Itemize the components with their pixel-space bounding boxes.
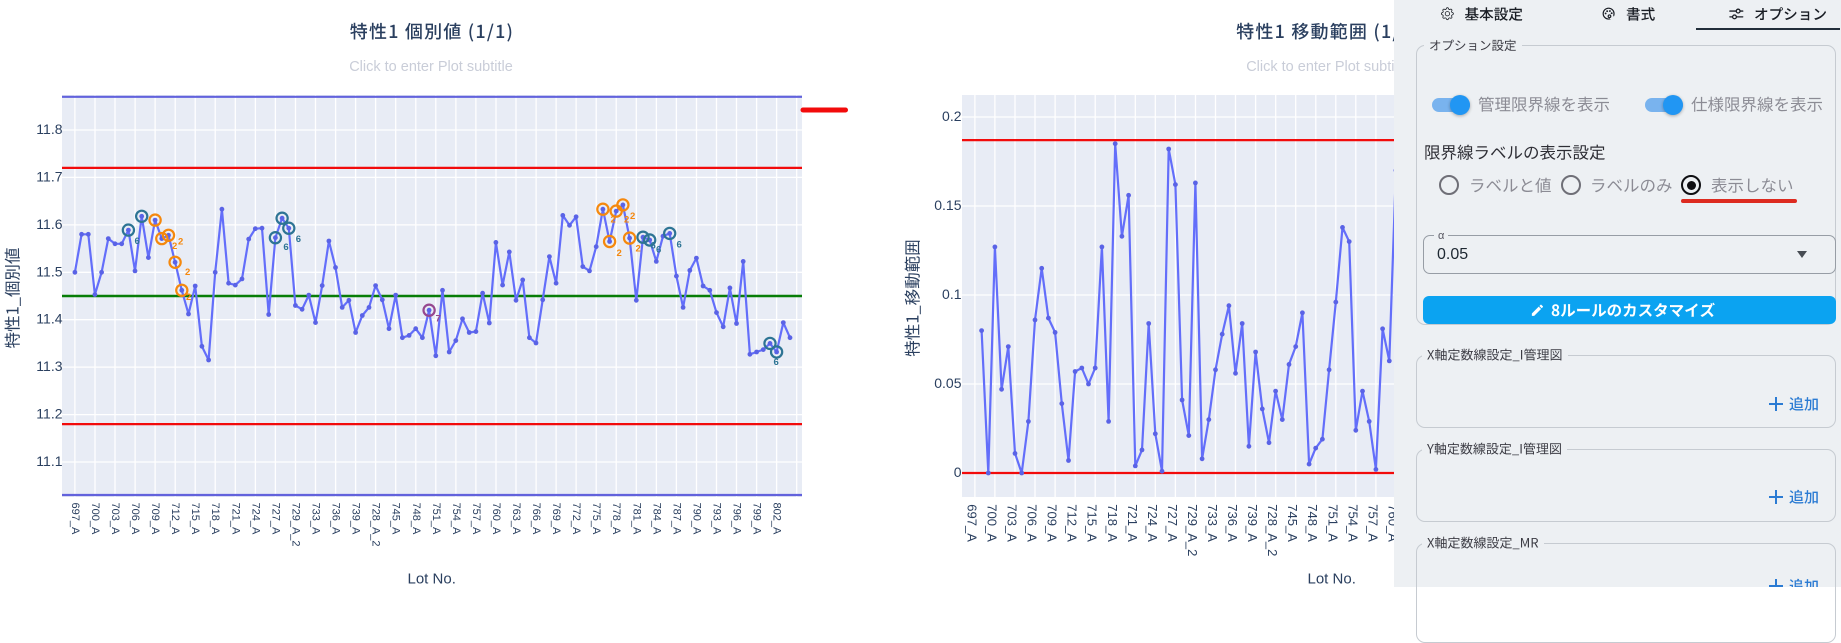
svg-text:748_A: 748_A bbox=[410, 503, 422, 535]
svg-text:727_A: 727_A bbox=[269, 503, 281, 535]
svg-text:739_A: 739_A bbox=[1245, 504, 1260, 542]
svg-text:6: 6 bbox=[651, 241, 656, 252]
svg-text:778_A: 778_A bbox=[610, 503, 622, 535]
svg-text:796_A: 796_A bbox=[731, 503, 743, 535]
svg-text:Click to enter Plot subtitle: Click to enter Plot subtitle bbox=[349, 59, 513, 75]
svg-text:757_A: 757_A bbox=[470, 503, 482, 535]
svg-text:6: 6 bbox=[283, 242, 288, 253]
svg-text:728_A_2: 728_A_2 bbox=[370, 503, 382, 547]
svg-text:Click to enter Plot subtitle: Click to enter Plot subtitle bbox=[1246, 59, 1410, 75]
svg-text:0.15: 0.15 bbox=[934, 197, 961, 213]
svg-text:6: 6 bbox=[296, 234, 301, 245]
svg-text:729_A_2: 729_A_2 bbox=[1185, 504, 1200, 556]
svg-text:728_A_2: 728_A_2 bbox=[1265, 504, 1280, 556]
svg-text:766_A: 766_A bbox=[530, 503, 542, 535]
svg-text:0.05: 0.05 bbox=[934, 375, 961, 391]
svg-text:748_A: 748_A bbox=[1305, 504, 1320, 542]
svg-text:706_A: 706_A bbox=[129, 503, 141, 535]
svg-text:6: 6 bbox=[677, 240, 682, 251]
svg-text:781_A: 781_A bbox=[630, 503, 642, 535]
svg-text:733_A: 733_A bbox=[310, 503, 322, 535]
svg-text:2: 2 bbox=[185, 267, 190, 278]
svg-text:2: 2 bbox=[636, 244, 641, 255]
svg-text:709_A: 709_A bbox=[149, 503, 161, 535]
svg-text:0: 0 bbox=[954, 464, 962, 480]
svg-text:745_A: 745_A bbox=[390, 503, 402, 535]
svg-text:721_A: 721_A bbox=[1125, 504, 1140, 542]
svg-text:790_A: 790_A bbox=[691, 503, 703, 535]
svg-text:739_A: 739_A bbox=[350, 503, 362, 535]
svg-text:11.4: 11.4 bbox=[36, 311, 62, 327]
svg-text:11.7: 11.7 bbox=[36, 168, 62, 184]
svg-text:763_A: 763_A bbox=[510, 503, 522, 535]
svg-text:733_A: 733_A bbox=[1205, 504, 1220, 542]
svg-text:Lot No.: Lot No. bbox=[1308, 571, 1356, 588]
svg-text:706_A: 706_A bbox=[1025, 504, 1040, 542]
svg-text:727_A: 727_A bbox=[1165, 504, 1180, 542]
svg-text:736_A: 736_A bbox=[330, 503, 342, 535]
svg-text:751_A: 751_A bbox=[430, 503, 442, 535]
svg-text:2: 2 bbox=[172, 241, 177, 252]
svg-text:11.1: 11.1 bbox=[36, 453, 62, 469]
svg-text:2: 2 bbox=[186, 292, 191, 303]
svg-text:0.1: 0.1 bbox=[942, 286, 962, 302]
svg-text:6: 6 bbox=[135, 236, 140, 247]
svg-text:6: 6 bbox=[774, 357, 779, 368]
svg-text:2: 2 bbox=[617, 248, 622, 259]
svg-text:760_A: 760_A bbox=[490, 503, 502, 535]
svg-text:724_A: 724_A bbox=[249, 503, 261, 535]
svg-text:754_A: 754_A bbox=[1345, 504, 1360, 542]
svg-text:703_A: 703_A bbox=[109, 503, 121, 535]
svg-text:724_A: 724_A bbox=[1145, 504, 1160, 542]
svg-text:751_A: 751_A bbox=[1325, 504, 1340, 542]
svg-text:2: 2 bbox=[630, 211, 635, 222]
svg-text:802_A: 802_A bbox=[771, 503, 783, 535]
svg-text:715_A: 715_A bbox=[1085, 504, 1100, 542]
svg-text:7: 7 bbox=[436, 314, 441, 325]
svg-text:769_A: 769_A bbox=[550, 503, 562, 535]
svg-text:697_A: 697_A bbox=[69, 503, 81, 535]
svg-text:772_A: 772_A bbox=[570, 503, 582, 535]
svg-text:793_A: 793_A bbox=[711, 503, 723, 535]
svg-text:700_A: 700_A bbox=[89, 503, 101, 535]
svg-text:757_A: 757_A bbox=[1365, 504, 1380, 542]
svg-text:787_A: 787_A bbox=[670, 503, 682, 535]
svg-text:718_A: 718_A bbox=[209, 503, 221, 535]
svg-text:11.6: 11.6 bbox=[36, 216, 62, 232]
svg-text:718_A: 718_A bbox=[1105, 504, 1120, 542]
svg-text:715_A: 715_A bbox=[189, 503, 201, 535]
svg-text:Lot No.: Lot No. bbox=[408, 571, 456, 588]
svg-text:2: 2 bbox=[624, 215, 629, 226]
svg-text:712_A: 712_A bbox=[169, 503, 181, 535]
svg-text:729_A_2: 729_A_2 bbox=[290, 503, 302, 547]
svg-text:2: 2 bbox=[178, 237, 183, 248]
svg-text:2: 2 bbox=[611, 215, 616, 226]
svg-text:745_A: 745_A bbox=[1285, 504, 1300, 542]
svg-text:721_A: 721_A bbox=[229, 503, 241, 535]
svg-text:700_A: 700_A bbox=[984, 504, 999, 542]
svg-text:11.5: 11.5 bbox=[36, 263, 62, 279]
svg-text:11.3: 11.3 bbox=[36, 358, 62, 374]
svg-text:703_A: 703_A bbox=[1005, 504, 1020, 542]
svg-text:0.2: 0.2 bbox=[942, 108, 962, 124]
svg-text:736_A: 736_A bbox=[1225, 504, 1240, 542]
svg-text:6: 6 bbox=[656, 245, 661, 256]
svg-text:775_A: 775_A bbox=[590, 503, 602, 535]
svg-text:754_A: 754_A bbox=[450, 503, 462, 535]
svg-text:11.2: 11.2 bbox=[36, 406, 62, 422]
svg-text:712_A: 712_A bbox=[1065, 504, 1080, 542]
svg-text:697_A: 697_A bbox=[964, 504, 979, 542]
svg-text:784_A: 784_A bbox=[650, 503, 662, 535]
svg-text:11.8: 11.8 bbox=[36, 121, 62, 137]
svg-text:709_A: 709_A bbox=[1045, 504, 1060, 542]
svg-text:799_A: 799_A bbox=[751, 503, 763, 535]
